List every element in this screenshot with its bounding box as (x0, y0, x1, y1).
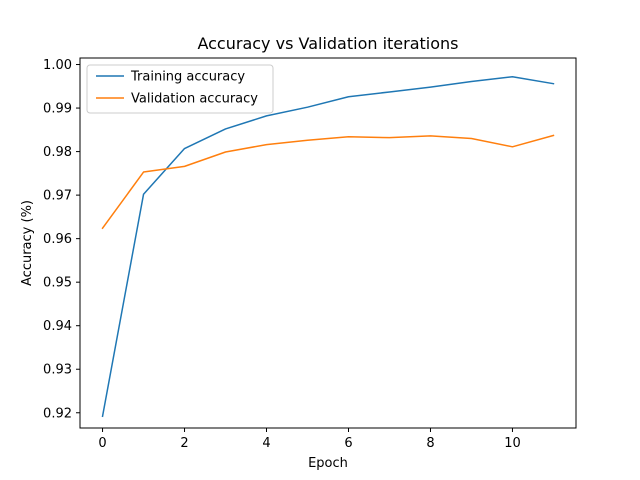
x-tick-label: 6 (344, 436, 352, 451)
y-tick-label: 0.99 (43, 102, 72, 117)
chart-title: Accuracy vs Validation iterations (197, 34, 458, 53)
legend-label: Validation accuracy (131, 92, 258, 107)
series-line-training-accuracy (101, 75, 555, 418)
x-axis-title: Epoch (308, 456, 348, 471)
legend-box (86, 64, 274, 114)
y-tick-label: 0.92 (43, 406, 72, 421)
y-tick-label: 1.00 (43, 58, 72, 73)
x-tick-label: 2 (180, 436, 188, 451)
y-tick-label: 0.96 (43, 232, 72, 247)
y-axis-title: Accuracy (%) (20, 200, 35, 286)
series-line-validation-accuracy (101, 134, 555, 230)
x-axis: 0 2 4 6 8 10 (98, 428, 521, 451)
axes-frame (79, 57, 577, 429)
series-layer (101, 75, 555, 418)
y-tick-label: 0.93 (43, 363, 72, 378)
plot-area (79, 57, 577, 429)
legend-label: Training accuracy (130, 70, 245, 85)
legend: Training accuracy Validation accuracy (86, 64, 274, 114)
y-tick-label: 0.98 (43, 145, 72, 160)
x-tick-label: 4 (262, 436, 270, 451)
y-tick-label: 0.94 (43, 319, 72, 334)
legend-items: Training accuracy Validation accuracy (96, 70, 258, 107)
y-axis: 0.92 0.93 0.94 0.95 0.96 0.97 0.98 0.99 1.00 (43, 58, 80, 421)
y-tick-label: 0.95 (43, 276, 72, 291)
x-tick-label: 8 (426, 436, 434, 451)
x-tick-label: 0 (98, 436, 106, 451)
y-tick-label: 0.97 (43, 189, 72, 204)
x-tick-label: 10 (504, 436, 521, 451)
